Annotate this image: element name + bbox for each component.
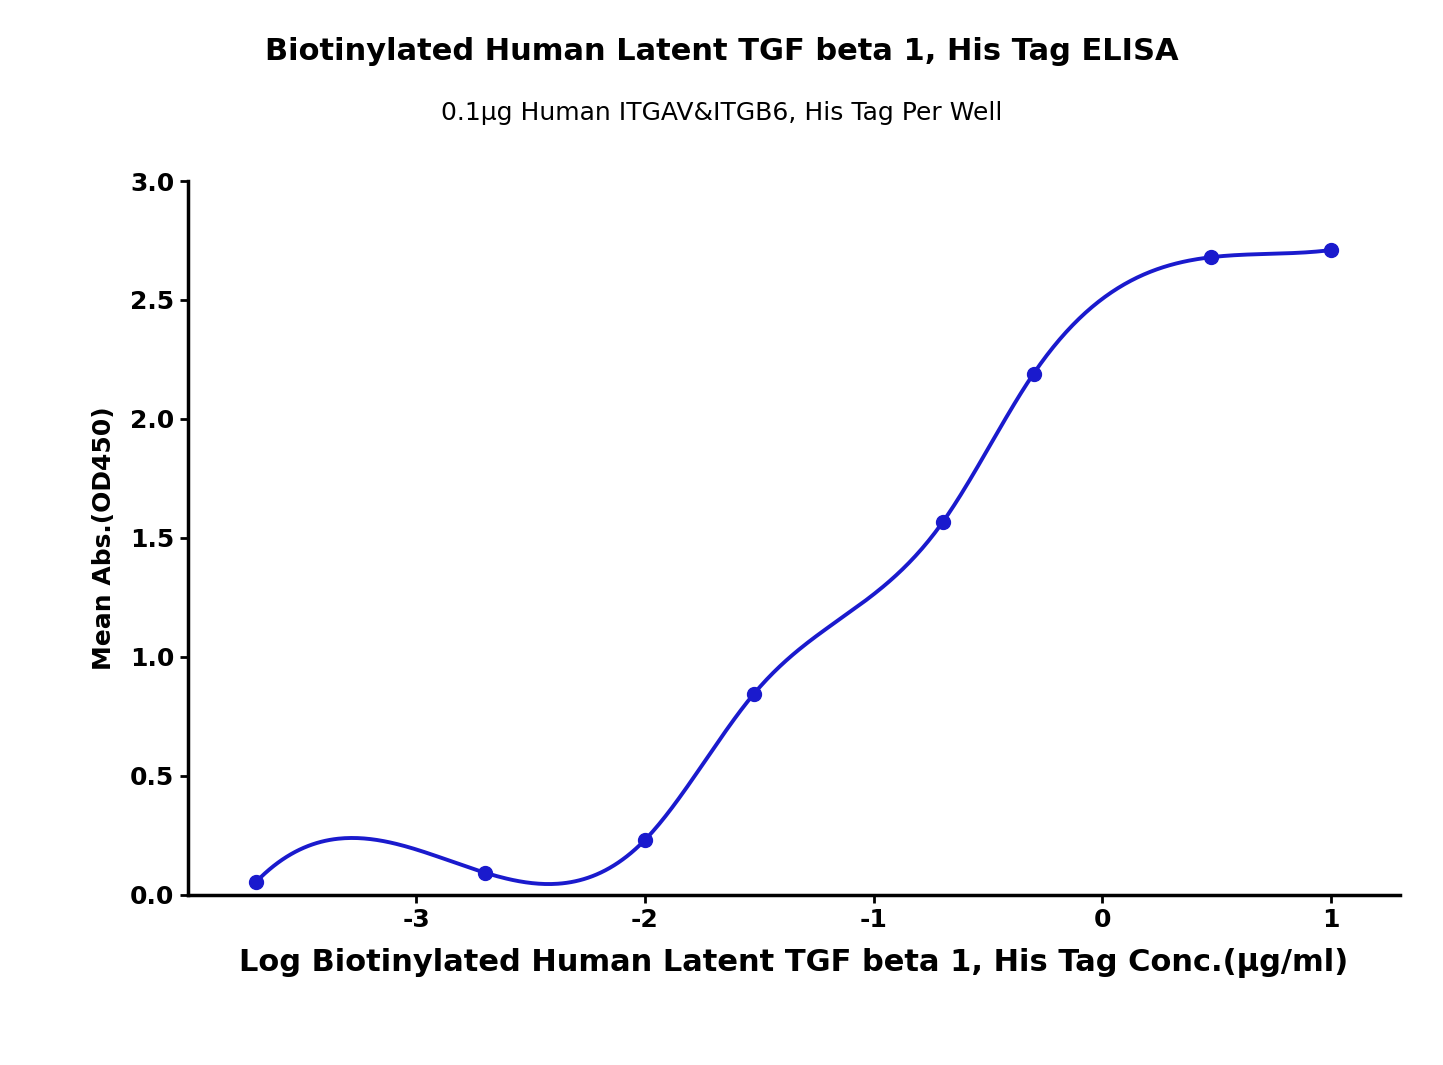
Y-axis label: Mean Abs.(OD450): Mean Abs.(OD450)	[92, 406, 115, 670]
Text: 0.1μg Human ITGAV&ITGB6, His Tag Per Well: 0.1μg Human ITGAV&ITGB6, His Tag Per Wel…	[440, 101, 1003, 126]
Text: Biotinylated Human Latent TGF beta 1, His Tag ELISA: Biotinylated Human Latent TGF beta 1, Hi…	[264, 37, 1179, 66]
X-axis label: Log Biotinylated Human Latent TGF beta 1, His Tag Conc.(μg/ml): Log Biotinylated Human Latent TGF beta 1…	[240, 949, 1348, 979]
